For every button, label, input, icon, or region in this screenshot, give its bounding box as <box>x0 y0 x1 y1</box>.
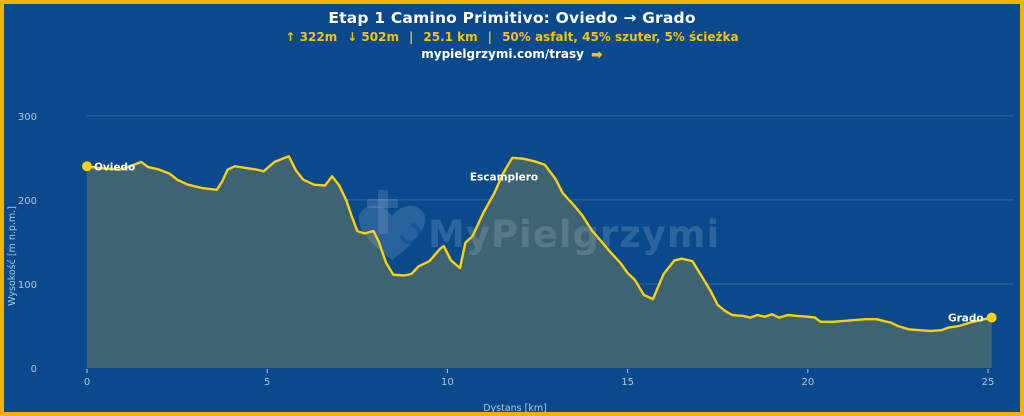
y-tick-label: 100 <box>18 280 37 291</box>
place-label: Grado <box>948 313 984 325</box>
y-tick-label: 200 <box>18 196 37 207</box>
place-label: Escamplero <box>470 171 538 183</box>
endpoint-dot <box>82 161 92 172</box>
stats-separator: | <box>487 30 493 44</box>
area-fill <box>87 156 992 368</box>
chart-header: Etap 1 Camino Primitivo: Oviedo → Grado … <box>4 9 1020 63</box>
axes: 0 5 10 15 20 25 0 100 200 300 Dystans [km] Wysokość… <box>7 112 995 414</box>
watermark: MyPielgrzymi <box>358 190 720 260</box>
descent-stat: ↓ 502m <box>347 30 399 44</box>
site-url[interactable]: mypielgrzymi.com/trasy <box>421 47 584 61</box>
page-title: Etap 1 Camino Primitivo: Oviedo → Grado <box>328 9 696 27</box>
ascent-stat: ↑ 322m <box>285 30 338 44</box>
elevation-area <box>87 156 992 368</box>
watermark-text: MyPielgrzymi <box>428 213 720 256</box>
x-tick-label: 15 <box>621 377 634 388</box>
surface-stat: 50% asfalt, 45% szuter, 5% ścieżka <box>502 30 739 44</box>
x-tick-label: 10 <box>441 377 454 388</box>
y-axis-title: Wysokość [m n.p.m.] <box>7 206 18 306</box>
stats-separator: | <box>409 30 414 44</box>
x-tick-label: 0 <box>84 377 90 388</box>
x-axis-title: Dystans [km] <box>483 403 547 414</box>
route-stats: ↑ 322m ↓ 502m | 25.1 km | 50% asfalt, 45% szu… <box>4 30 1020 44</box>
distance-stat: 25.1 km <box>423 30 478 44</box>
y-tick-label: 300 <box>18 112 37 123</box>
right-arrow-icon: ➡ <box>591 47 603 63</box>
x-tick-label: 5 <box>264 377 270 388</box>
x-tick-label: 20 <box>801 377 814 388</box>
annotations: Oviedo Escamplero Grado <box>82 161 997 325</box>
profile-line <box>85 155 993 333</box>
cross-heart-logo-icon <box>358 190 426 260</box>
y-tick-label: 0 <box>31 364 37 375</box>
x-tick-label: 25 <box>982 377 995 388</box>
site-link[interactable]: mypielgrzymi.com/trasy ➡ <box>4 47 1020 63</box>
place-label: Oviedo <box>94 161 135 173</box>
endpoint-dot <box>986 312 997 323</box>
elevation-line <box>85 155 993 333</box>
elevation-chart: MyPielgrzymi 0 5 10 15 20 25 0 100 200 300 Dystans… <box>7 112 1014 414</box>
